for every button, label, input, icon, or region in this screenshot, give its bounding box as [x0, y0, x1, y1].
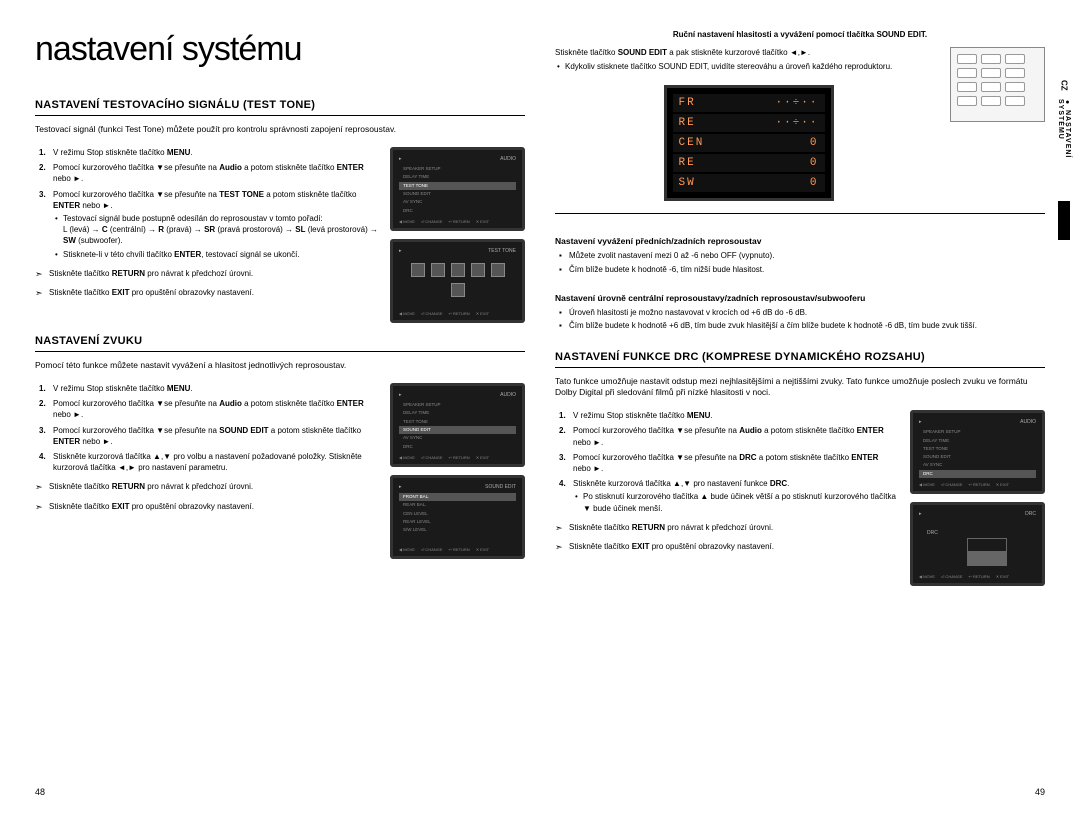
step-item: Stiskněte kurzorová tlačítka ▲,▼ pro vol… [39, 451, 378, 473]
note-line: Stiskněte tlačítko RETURN pro návrat k p… [35, 481, 378, 492]
notes-list-2: Stiskněte tlačítko RETURN pro návrat k p… [35, 481, 378, 511]
segment-row: RE0 [673, 154, 825, 172]
intro-drc: Tato funkce umožňuje nastavit odstup mez… [555, 376, 1045, 398]
tv-screenshot: ▸AUDIOSPEAKER SETUPDELAY TIMETEST TONESO… [390, 147, 525, 231]
page-right: Ruční nastavení hlasitosti a vyvážení po… [555, 30, 1045, 797]
side-tab-label: ● NASTAVENÍ SYSTÉMU [1055, 95, 1073, 199]
page-title: nastavení systému [35, 30, 525, 69]
page-left: nastavení systému NASTAVENÍ TESTOVACÍHO … [35, 30, 525, 797]
note-line: Stiskněte tlačítko EXIT pro opuštění obr… [35, 501, 378, 512]
segment-row: RE··÷·· [673, 114, 825, 132]
section-heading-sound: NASTAVENÍ ZVUKU [35, 335, 525, 352]
segment-row: FR··÷·· [673, 94, 825, 112]
right-top-row: Stiskněte tlačítko SOUND EDIT a pak stis… [555, 47, 1045, 201]
note-line: Stiskněte tlačítko RETURN pro návrat k p… [555, 522, 898, 533]
section-heading-drc: NASTAVENÍ FUNKCE DRC (KOMPRESE DYNAMICKÉ… [555, 351, 1045, 368]
step-item: V režimu Stop stiskněte tlačítko MENU. [559, 410, 898, 421]
content-row-2: V režimu Stop stiskněte tlačítko MENU. Po… [35, 383, 525, 559]
list-item: Čím blíže budete k hodnotě -6, tím nižší… [559, 264, 1045, 275]
level-list: Úroveň hlasitosti je možno nastavovat v … [559, 307, 1045, 333]
content-row-1: V režimu Stop stiskněte tlačítko MENU. Po… [35, 147, 525, 323]
balance-heading: Nastavení vyvážení předních/zadních repr… [555, 236, 1045, 246]
page-number-right: 49 [1035, 787, 1045, 797]
intro-test-tone: Testovací signál (funkci Test Tone) může… [35, 124, 525, 135]
text-col: V režimu Stop stiskněte tlačítko MENU. Po… [555, 410, 898, 552]
step-item: Pomocí kurzorového tlačítka ▼se přesuňte… [39, 398, 378, 420]
step-item: Pomocí kurzorového tlačítka ▼se přesuňte… [39, 162, 378, 184]
content-row-drc: V režimu Stop stiskněte tlačítko MENU. Po… [555, 410, 1045, 586]
steps-list-2: V režimu Stop stiskněte tlačítko MENU. Po… [39, 383, 378, 473]
note-line: Stiskněte tlačítko EXIT pro opuštění obr… [35, 287, 378, 298]
level-heading: Nastavení úrovně centrální reprosoustavy… [555, 293, 1045, 303]
screens-col-drc: ▸AUDIOSPEAKER SETUPDELAY TIMETEST TONESO… [910, 410, 1045, 586]
text-col: V režimu Stop stiskněte tlačítko MENU. Po… [35, 147, 378, 298]
page-spread: nastavení systému NASTAVENÍ TESTOVACÍHO … [0, 0, 1080, 817]
side-tab-marker [1058, 201, 1070, 240]
step-item: V režimu Stop stiskněte tlačítko MENU. [39, 383, 378, 394]
list-item: Můžete zvolit nastavení mezi 0 až -6 neb… [559, 250, 1045, 261]
tv-screenshot: ▸DRCDRC◀ MOVE⏎ CHANGE↩ RETURN✕ EXIT [910, 502, 1045, 586]
segment-row: CEN0 [673, 134, 825, 152]
screens-col-2: ▸AUDIOSPEAKER SETUPDELAY TIMETEST TONESO… [390, 383, 525, 559]
tv-screenshot: ▸AUDIOSPEAKER SETUPDELAY TIMETEST TONESO… [390, 383, 525, 467]
segment-display: FR··÷·· RE··÷·· CEN0 RE0 SW0 [664, 85, 834, 201]
notes-list-1: Stiskněte tlačítko RETURN pro návrat k p… [35, 268, 378, 298]
section-heading-test-tone: NASTAVENÍ TESTOVACÍHO SIGNÁLU (TEST TONE… [35, 99, 525, 116]
intro-sound: Pomocí této funkce můžete nastavit vyváž… [35, 360, 525, 371]
step-item: V režimu Stop stiskněte tlačítko MENU. [39, 147, 378, 158]
notes-list-drc: Stiskněte tlačítko RETURN pro návrat k p… [555, 522, 898, 552]
step-item: Stiskněte kurzorová tlačítka ▲,▼ pro nas… [559, 478, 898, 514]
side-tab: CZ ● NASTAVENÍ SYSTÉMU [1056, 80, 1072, 240]
tv-screenshot: ▸TEST TONE◀ MOVE⏎ CHANGE↩ RETURN✕ EXIT [390, 239, 525, 323]
steps-list-drc: V režimu Stop stiskněte tlačítko MENU. Po… [559, 410, 898, 514]
steps-list-1: V režimu Stop stiskněte tlačítko MENU. Po… [39, 147, 378, 260]
top-text-line: Stiskněte tlačítko SOUND EDIT a pak stis… [555, 47, 942, 58]
segment-row: SW0 [673, 174, 825, 192]
step-item: Pomocí kurzorového tlačítka ▼se přesuňte… [39, 425, 378, 447]
page-number-left: 48 [35, 787, 45, 797]
tv-screenshot: ▸AUDIOSPEAKER SETUPDELAY TIMETEST TONESO… [910, 410, 1045, 494]
step-item: Pomocí kurzorového tlačítka ▼se přesuňte… [559, 452, 898, 474]
text-col: V režimu Stop stiskněte tlačítko MENU. Po… [35, 383, 378, 512]
side-tab-country: CZ [1060, 80, 1069, 91]
note-line: Stiskněte tlačítko RETURN pro návrat k p… [35, 268, 378, 279]
sound-edit-caption: Ruční nastavení hlasitosti a vyvážení po… [555, 30, 1045, 39]
tv-screenshot: ▸SOUND EDITFRONT BAL.REAR BAL.CEN LEVELR… [390, 475, 525, 559]
list-item: Úroveň hlasitosti je možno nastavovat v … [559, 307, 1045, 318]
remote-illustration [950, 47, 1045, 122]
balance-list: Můžete zvolit nastavení mezi 0 až -6 neb… [559, 250, 1045, 276]
step-item: Pomocí kurzorového tlačítka ▼se přesuňte… [559, 425, 898, 447]
list-item: Čím blíže budete k hodnotě +6 dB, tím bu… [559, 320, 1045, 331]
divider [555, 213, 1045, 214]
top-text-block: Stiskněte tlačítko SOUND EDIT a pak stis… [555, 47, 942, 72]
step-item: Pomocí kurzorového tlačítka ▼se přesuňte… [39, 189, 378, 260]
top-text-line: Kdykoliv stisknete tlačítko SOUND EDIT, … [555, 61, 942, 72]
screens-col-1: ▸AUDIOSPEAKER SETUPDELAY TIMETEST TONESO… [390, 147, 525, 323]
note-line: Stiskněte tlačítko EXIT pro opuštění obr… [555, 541, 898, 552]
